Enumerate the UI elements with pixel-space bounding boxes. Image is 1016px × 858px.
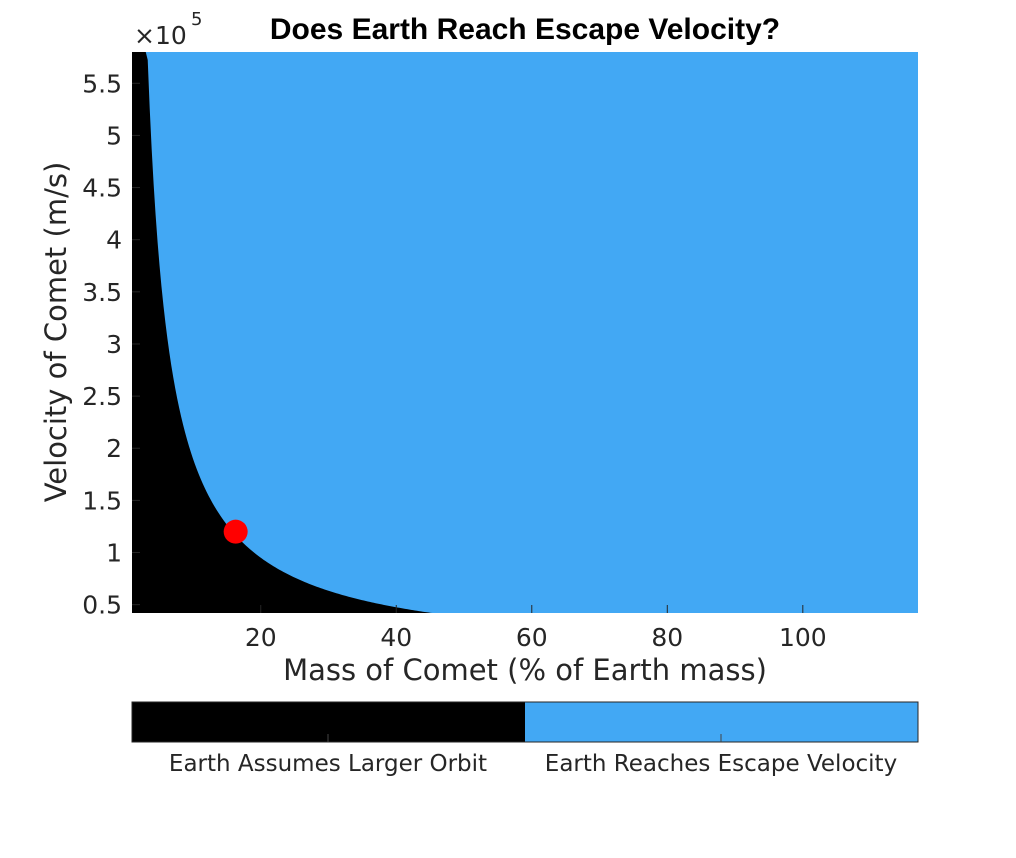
y-tick-label: 2 xyxy=(106,434,122,463)
y-exponent-label: ×10 5 xyxy=(134,9,202,50)
y-tick-label: 5 xyxy=(106,121,122,150)
chart-title: Does Earth Reach Escape Velocity? xyxy=(270,13,780,46)
data-point-marker xyxy=(223,519,248,544)
y-tick-label: 3 xyxy=(106,330,122,359)
y-axis: 0.5 1 1.5 2 2.5 3 3.5 4 4.5 5 5.5 xyxy=(82,69,140,620)
colorbar-label-escape: Earth Reaches Escape Velocity xyxy=(545,751,897,777)
y-tick-label: 3.5 xyxy=(82,278,122,307)
y-tick-label: 4.5 xyxy=(82,174,122,203)
colorbar: Earth Assumes Larger Orbit Earth Reaches… xyxy=(131,701,919,777)
x-axis-label: Mass of Comet (% of Earth mass) xyxy=(283,653,767,687)
x-tick-label: 100 xyxy=(779,623,827,652)
x-tick-label: 20 xyxy=(245,623,277,652)
y-tick-label: 1.5 xyxy=(82,486,122,515)
y-exponent-power: 5 xyxy=(191,9,202,30)
y-tick-label: 1 xyxy=(106,539,122,568)
y-tick-label: 0.5 xyxy=(82,591,122,620)
y-axis-label: Velocity of Comet (m/s) xyxy=(39,162,73,503)
escape-region xyxy=(132,52,918,613)
x-axis: 20 40 60 80 100 xyxy=(245,605,827,652)
larger-orbit-region xyxy=(132,52,918,613)
x-tick-label: 60 xyxy=(516,623,548,652)
plot-area xyxy=(132,52,918,613)
y-tick-label: 4 xyxy=(106,226,122,255)
y-exponent-base: ×10 xyxy=(134,21,187,50)
y-tick-label: 5.5 xyxy=(82,69,122,98)
y-tick-label: 2.5 xyxy=(82,382,122,411)
x-tick-label: 40 xyxy=(380,623,412,652)
colorbar-label-larger-orbit: Earth Assumes Larger Orbit xyxy=(169,751,487,777)
colorbar-frame xyxy=(131,701,919,743)
x-tick-label: 80 xyxy=(651,623,683,652)
